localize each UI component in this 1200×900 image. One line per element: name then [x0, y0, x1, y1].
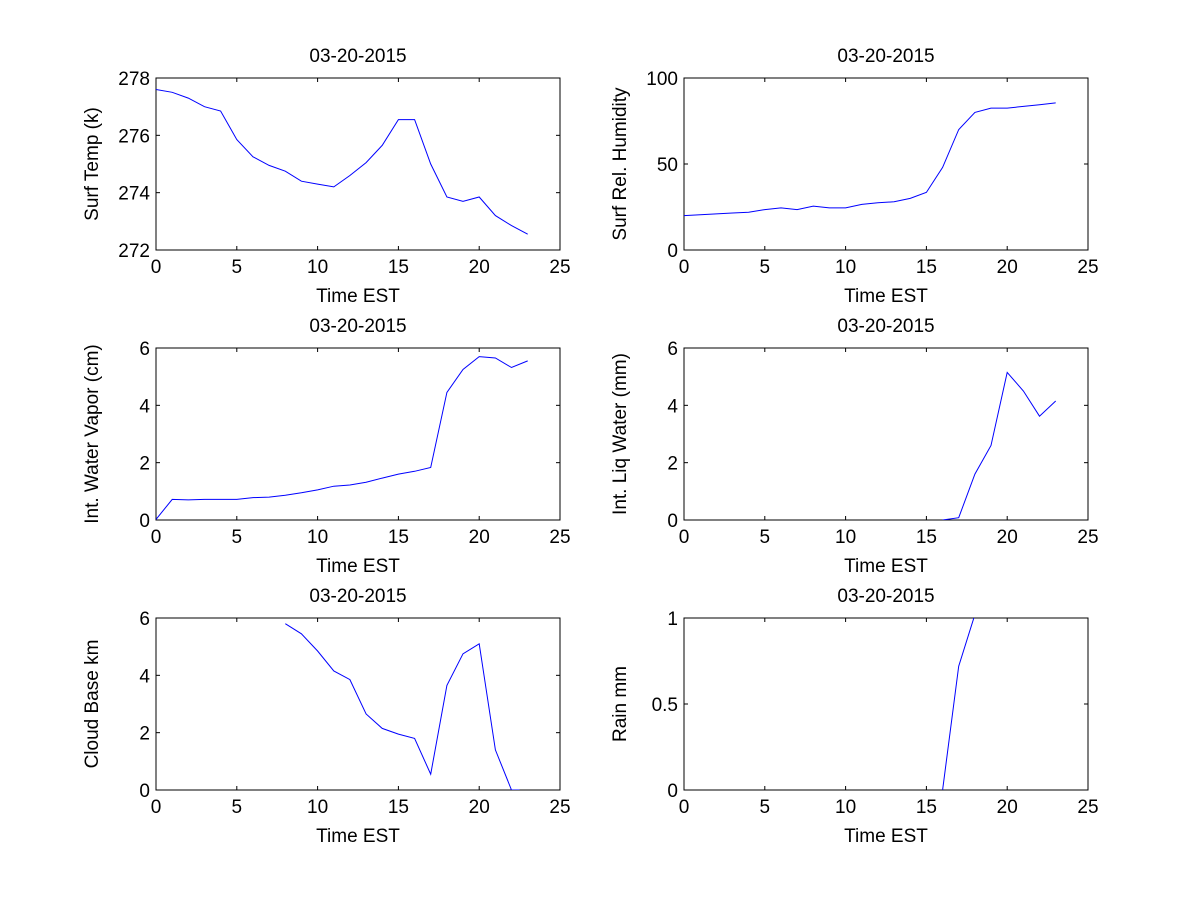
x-tick-label: 0	[679, 527, 690, 548]
x-tick-label: 5	[232, 257, 243, 278]
x-tick-label: 10	[307, 797, 328, 818]
axes-frame	[155, 347, 561, 521]
x-tick-label: 5	[760, 527, 771, 548]
chart-title: 03-20-2015	[309, 316, 406, 337]
y-tick-label: 0	[667, 511, 678, 532]
y-axis-label: Int. Liq Water (mm)	[610, 353, 631, 515]
y-tick-label: 4	[139, 396, 150, 417]
y-tick-label: 274	[118, 184, 150, 205]
y-tick-label: 2	[667, 454, 678, 475]
series-line	[942, 371, 1057, 520]
x-tick-label: 15	[916, 797, 937, 818]
subplot-4: 0 5 10 15 20 25 0 2 4 6 03-20-2015 Time EST Int. Liq…	[610, 316, 1099, 577]
x-tick-label: 15	[916, 257, 937, 278]
x-tick-label: 20	[469, 797, 490, 818]
x-tick-label: 10	[835, 527, 856, 548]
series-line	[942, 618, 975, 790]
y-tick-label: 278	[118, 69, 150, 90]
y-tick-label: 4	[667, 396, 678, 417]
x-axis-label: Time EST	[316, 286, 400, 307]
axes-frame	[683, 77, 1089, 251]
chart-title: 03-20-2015	[837, 316, 934, 337]
x-tick-label: 0	[151, 257, 162, 278]
chart-title: 03-20-2015	[837, 46, 934, 67]
series-line	[156, 89, 528, 235]
y-tick-label: 6	[667, 339, 678, 360]
y-tick-label: 0	[139, 511, 150, 532]
x-axis-label: Time EST	[844, 826, 928, 847]
y-tick-label: 1	[667, 609, 678, 630]
series-line	[285, 623, 520, 790]
x-axis-label: Time EST	[316, 826, 400, 847]
x-tick-label: 25	[1077, 257, 1098, 278]
chart-title: 03-20-2015	[309, 46, 406, 67]
x-tick-label: 0	[151, 527, 162, 548]
x-tick-label: 10	[835, 257, 856, 278]
y-tick-label: 0.5	[652, 695, 678, 716]
chart-title: 03-20-2015	[837, 586, 934, 607]
x-tick-label: 25	[1077, 527, 1098, 548]
x-tick-label: 15	[388, 797, 409, 818]
x-tick-label: 25	[549, 527, 570, 548]
x-axis-label: Time EST	[316, 556, 400, 577]
axes-frame	[155, 617, 561, 791]
x-tick-label: 20	[469, 527, 490, 548]
y-tick-label: 2	[139, 454, 150, 475]
subplot-5: 0 5 10 15 20 25 0 2 4 6 03-20-2015 Time EST Cloud Ba…	[82, 586, 571, 847]
y-axis-label: Rain mm	[610, 666, 631, 742]
y-tick-label: 0	[139, 781, 150, 802]
x-tick-label: 10	[835, 797, 856, 818]
y-tick-label: 6	[139, 339, 150, 360]
x-axis-label: Time EST	[844, 286, 928, 307]
y-tick-label: 6	[139, 609, 150, 630]
subplot-1: 0 5 10 15 20 25 272 274 276 278 03-20-2015 Time EST…	[82, 46, 571, 307]
subplot-2: 0 5 10 15 20 25 0 50 100 03-20-2015 Time EST Surf R…	[610, 46, 1099, 307]
y-tick-label: 272	[118, 241, 150, 262]
y-tick-label: 100	[646, 69, 678, 90]
x-tick-label: 25	[549, 797, 570, 818]
x-tick-label: 15	[916, 527, 937, 548]
x-tick-label: 20	[997, 257, 1018, 278]
subplot-6: 0 5 10 15 20 25 0 0.5 1 03-20-2015 Time EST Rain mm	[610, 586, 1099, 847]
y-tick-label: 50	[657, 155, 678, 176]
x-tick-label: 20	[469, 257, 490, 278]
x-tick-label: 15	[388, 527, 409, 548]
axes-frame	[683, 617, 1089, 791]
y-tick-label: 4	[139, 666, 150, 687]
x-tick-label: 5	[760, 257, 771, 278]
x-tick-label: 0	[679, 257, 690, 278]
y-axis-label: Int. Water Vapor (cm)	[82, 344, 103, 523]
x-tick-label: 10	[307, 527, 328, 548]
x-axis-label: Time EST	[844, 556, 928, 577]
x-tick-label: 15	[388, 257, 409, 278]
y-tick-label: 2	[139, 724, 150, 745]
series-line	[684, 102, 1056, 217]
x-tick-label: 20	[997, 527, 1018, 548]
y-axis-label: Surf Rel. Humidity	[610, 87, 631, 241]
x-tick-label: 5	[232, 797, 243, 818]
x-tick-label: 10	[307, 257, 328, 278]
x-tick-label: 25	[549, 257, 570, 278]
x-tick-label: 20	[997, 797, 1018, 818]
chart-title: 03-20-2015	[309, 586, 406, 607]
x-tick-label: 25	[1077, 797, 1098, 818]
x-tick-label: 0	[151, 797, 162, 818]
series-line	[156, 356, 528, 520]
axes-frame	[155, 77, 561, 251]
x-tick-label: 5	[232, 527, 243, 548]
y-tick-label: 0	[667, 781, 678, 802]
y-tick-label: 276	[118, 126, 150, 147]
x-tick-label: 0	[679, 797, 690, 818]
x-tick-label: 5	[760, 797, 771, 818]
y-axis-label: Cloud Base km	[82, 640, 103, 769]
y-axis-label: Surf Temp (k)	[82, 107, 103, 221]
subplot-3: 0 5 10 15 20 25 0 2 4 6 03-20-2015 Time EST Int. Wat…	[82, 316, 571, 577]
axes-frame	[683, 347, 1089, 521]
y-tick-label: 0	[667, 241, 678, 262]
